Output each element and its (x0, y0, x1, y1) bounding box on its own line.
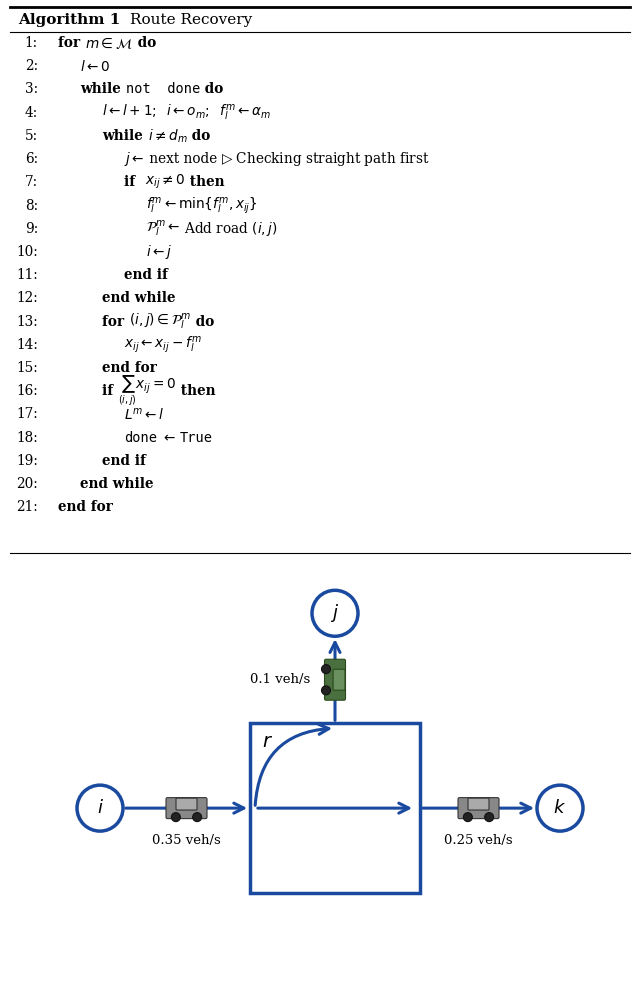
Text: $\mathcal{P}_l^m \leftarrow$: $\mathcal{P}_l^m \leftarrow$ (146, 219, 180, 239)
Circle shape (172, 813, 180, 822)
Circle shape (537, 785, 583, 831)
Text: 8:: 8: (25, 199, 38, 212)
Text: $i \leftarrow j$: $i \leftarrow j$ (146, 243, 172, 260)
Text: 11:: 11: (16, 268, 38, 282)
Circle shape (463, 813, 472, 822)
Text: then: then (176, 384, 216, 398)
Text: True: True (180, 431, 213, 444)
Text: 4:: 4: (25, 105, 38, 120)
Text: for: for (58, 36, 85, 50)
Text: next node: next node (145, 152, 221, 166)
Text: $i \neq d_m$: $i \neq d_m$ (147, 127, 188, 145)
Circle shape (312, 590, 358, 636)
Text: 9:: 9: (25, 222, 38, 236)
Text: do: do (200, 83, 223, 96)
Text: not  done: not done (125, 83, 200, 96)
Text: 10:: 10: (16, 245, 38, 259)
FancyBboxPatch shape (176, 798, 197, 810)
Text: $\leftarrow$: $\leftarrow$ (157, 431, 180, 444)
Text: 7:: 7: (25, 175, 38, 190)
Text: do: do (132, 36, 156, 50)
Circle shape (77, 785, 123, 831)
Text: $(i,j) \in \mathcal{P}_l^m$: $(i,j) \in \mathcal{P}_l^m$ (129, 312, 191, 331)
Text: $\mathit{j}$: $\mathit{j}$ (330, 603, 339, 624)
Circle shape (484, 813, 493, 822)
Text: 0.25 veh/s: 0.25 veh/s (444, 834, 513, 846)
Text: end for: end for (102, 361, 157, 375)
Text: 1:: 1: (25, 36, 38, 50)
Circle shape (321, 686, 330, 695)
Circle shape (321, 665, 330, 673)
Text: end if: end if (124, 268, 168, 282)
Text: $\mathit{i}$: $\mathit{i}$ (97, 799, 104, 817)
Text: end while: end while (102, 291, 175, 306)
Text: Add road $(i,j)$: Add road $(i,j)$ (180, 220, 278, 238)
FancyBboxPatch shape (458, 797, 499, 819)
Text: end for: end for (58, 500, 113, 514)
Text: 14:: 14: (16, 338, 38, 352)
Text: $x_{ij} \leftarrow x_{ij} - f_l^m$: $x_{ij} \leftarrow x_{ij} - f_l^m$ (124, 334, 202, 355)
Circle shape (193, 813, 202, 822)
Text: end while: end while (80, 477, 154, 492)
Text: 2:: 2: (25, 59, 38, 74)
Text: then: then (185, 175, 225, 190)
Text: 5:: 5: (25, 129, 38, 143)
Bar (250, 723, 420, 894)
Text: 17:: 17: (16, 407, 38, 422)
Text: $\triangleright$ Checking straight path first: $\triangleright$ Checking straight path … (221, 150, 430, 168)
FancyBboxPatch shape (468, 798, 489, 810)
Text: $x_{ij} \neq 0$: $x_{ij} \neq 0$ (145, 173, 185, 192)
Text: 6:: 6: (25, 152, 38, 166)
FancyBboxPatch shape (333, 669, 345, 690)
Text: if: if (102, 384, 118, 398)
Text: $l \leftarrow l+1;\;\; i \leftarrow o_m;\;\; f_l^m \leftarrow \alpha_m$: $l \leftarrow l+1;\;\; i \leftarrow o_m;… (102, 102, 271, 123)
Text: $\mathit{k}$: $\mathit{k}$ (554, 799, 566, 817)
Text: 16:: 16: (16, 384, 38, 398)
Text: while: while (102, 129, 147, 143)
Text: 18:: 18: (16, 431, 38, 444)
Text: $f_l^m \leftarrow \min\{f_l^m, x_{ij}\}$: $f_l^m \leftarrow \min\{f_l^m, x_{ij}\}$ (146, 196, 258, 215)
Text: $\sum_{(i,j)} x_{ij} = 0$: $\sum_{(i,j)} x_{ij} = 0$ (118, 375, 176, 408)
Text: 21:: 21: (16, 500, 38, 514)
Text: done: done (124, 431, 157, 444)
FancyBboxPatch shape (166, 797, 207, 819)
Text: 19:: 19: (16, 454, 38, 468)
Text: 0.35 veh/s: 0.35 veh/s (152, 834, 221, 846)
FancyBboxPatch shape (324, 660, 346, 700)
Text: Route Recovery: Route Recovery (130, 13, 252, 27)
Text: 12:: 12: (16, 291, 38, 306)
Text: if: if (124, 175, 145, 190)
Text: while: while (80, 83, 125, 96)
Text: $j \leftarrow$: $j \leftarrow$ (124, 150, 145, 168)
Text: $l \leftarrow 0$: $l \leftarrow 0$ (80, 59, 110, 74)
Text: $m \in \mathcal{M}$: $m \in \mathcal{M}$ (85, 35, 132, 50)
Text: do: do (188, 129, 211, 143)
Text: 3:: 3: (25, 83, 38, 96)
Text: end if: end if (102, 454, 146, 468)
Text: 13:: 13: (16, 315, 38, 328)
Text: do: do (191, 315, 214, 328)
Text: 20:: 20: (16, 477, 38, 492)
Text: 0.1 veh/s: 0.1 veh/s (250, 673, 310, 686)
Text: $r$: $r$ (262, 733, 273, 751)
Text: 15:: 15: (16, 361, 38, 375)
Text: for: for (102, 315, 129, 328)
Text: $L^m \leftarrow l$: $L^m \leftarrow l$ (124, 406, 164, 423)
Text: Algorithm 1: Algorithm 1 (18, 13, 120, 27)
